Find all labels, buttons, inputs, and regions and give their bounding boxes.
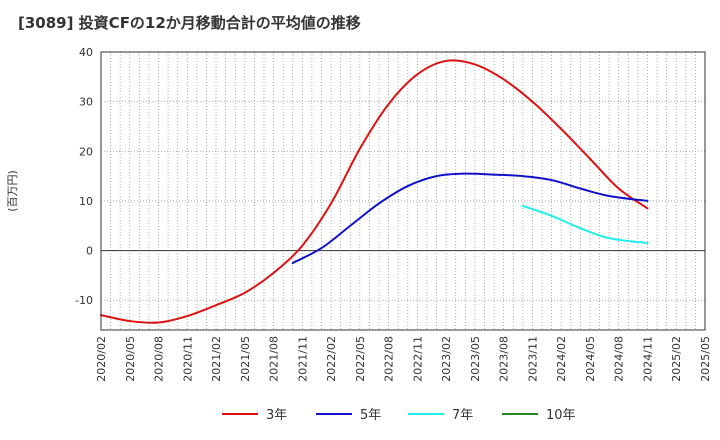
x-tick-label: 2022/05 [354, 336, 367, 382]
x-tick-label: 2020/11 [181, 336, 194, 382]
series-layer [100, 59, 649, 324]
x-tick-label: 2021/11 [296, 336, 309, 382]
x-tick-label: 2023/11 [526, 336, 539, 382]
y-tick-label: 10 [79, 195, 93, 208]
x-tick-label: 2024/11 [641, 336, 654, 382]
x-tick-label: 2021/05 [239, 336, 252, 382]
x-tick-label: 2021/08 [268, 336, 281, 382]
x-tick-label: 2025/05 [699, 336, 712, 382]
x-tick-label: 2023/02 [440, 336, 453, 382]
legend: 3年 5年 7年 10年 [222, 408, 576, 423]
x-tick-label: 2022/02 [325, 336, 338, 382]
y-tick-label: 0 [86, 245, 93, 258]
x-tick-label: 2020/05 [124, 336, 137, 382]
y-tick-label: 40 [79, 46, 93, 59]
grid-layer [101, 52, 705, 330]
x-tick-label: 2022/08 [383, 336, 396, 382]
x-tick-label: 2022/11 [411, 336, 424, 382]
series-line-2 [291, 172, 649, 264]
y-axis-label: (百万円) [6, 170, 19, 212]
y-tick-label: 30 [79, 96, 93, 109]
legend-label: 3年 [266, 408, 287, 423]
x-tick-label: 2023/08 [498, 336, 511, 382]
x-tick-label: 2020/08 [153, 336, 166, 382]
x-tick-layer: 2020/02 2020/05 2020/08 2020/11 2021/02 2021/… [95, 336, 712, 382]
legend-label: 7年 [452, 408, 473, 423]
x-tick-label: 2024/08 [613, 336, 626, 382]
y-tick-label: 20 [79, 145, 93, 158]
chart-title: [3089] 投資CFの12か月移動合計の平均値の推移 [18, 14, 361, 32]
y-tick-label: -10 [75, 294, 93, 307]
y-tick-layer: -10 0 10 20 30 40 [75, 46, 93, 307]
x-tick-label: 2024/05 [584, 336, 597, 382]
x-tick-label: 2021/02 [210, 336, 223, 382]
x-tick-label: 2025/02 [670, 336, 683, 382]
legend-label: 5年 [360, 408, 381, 423]
series-line-1 [100, 59, 649, 324]
x-tick-label: 2024/02 [555, 336, 568, 382]
plot-frame [100, 51, 706, 331]
x-tick-label: 2023/05 [469, 336, 482, 382]
legend-label: 10年 [546, 408, 576, 423]
x-tick-label: 2020/02 [95, 336, 108, 382]
series-line-3 [521, 204, 649, 245]
